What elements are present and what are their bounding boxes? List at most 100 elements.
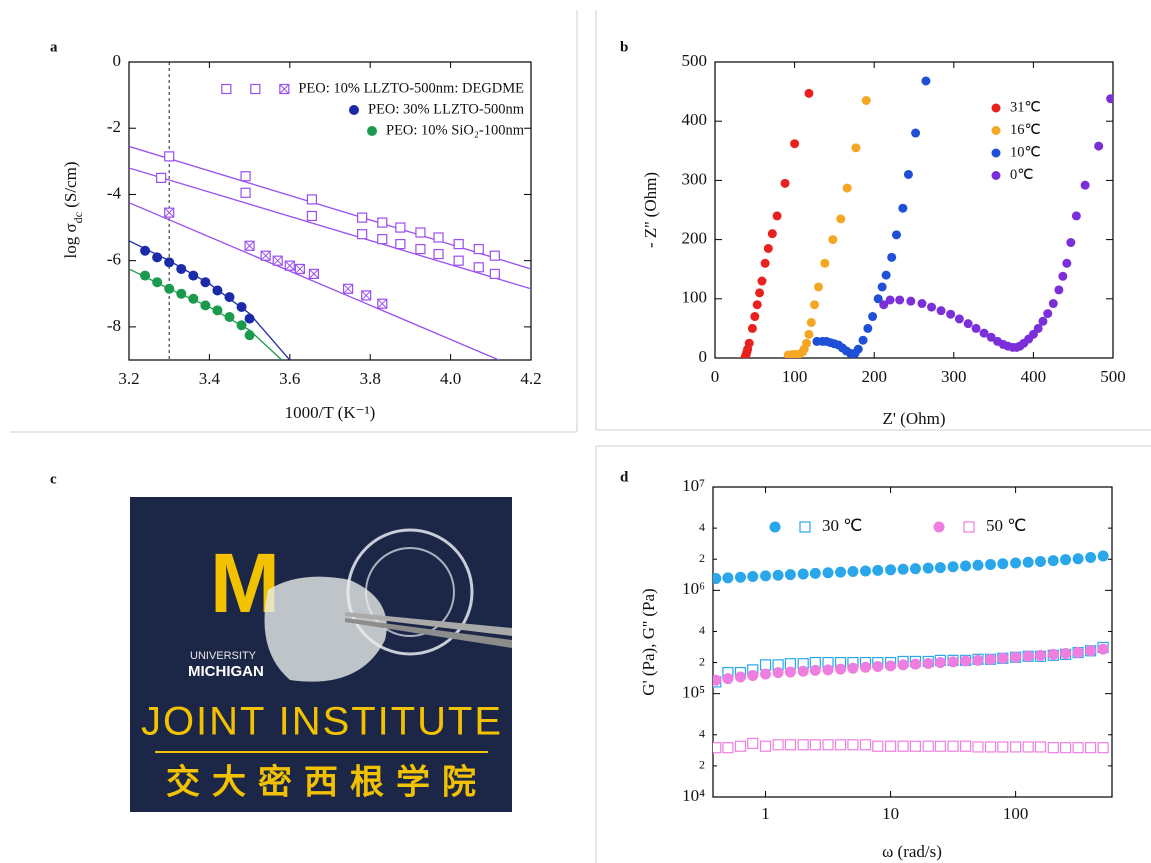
point [947,561,959,573]
point [164,283,175,294]
y-tick-label: 100 [682,288,708,307]
y-tick-label: 2 [699,551,705,565]
point [1072,553,1084,565]
point [809,739,821,751]
photo-text: MICHIGAN [188,663,264,680]
x-tick-label: 3.8 [360,369,381,388]
point [1062,258,1072,268]
point [859,739,872,751]
point [797,568,809,580]
point [897,563,909,575]
point [1034,556,1046,568]
point [947,740,959,752]
point [954,314,964,324]
point [757,276,767,286]
y-axis-label-part: log σ [61,223,80,258]
point [164,207,175,218]
point [997,652,1009,664]
point [1097,550,1109,562]
point [847,566,859,578]
panel-label: b [620,39,628,55]
point-cross [294,264,305,274]
point [1048,299,1058,309]
legend-label: 31℃ [1010,99,1041,115]
point [859,565,871,577]
point [934,740,946,752]
point [895,295,905,305]
point [872,740,884,752]
point [836,214,846,224]
x-tick-label: 400 [1021,367,1047,386]
point [1072,742,1084,754]
point [415,227,426,238]
x-tick-label: 3.4 [199,369,221,388]
point [784,569,796,581]
x-tick-label: 100 [782,367,808,386]
point [747,323,757,333]
point [453,239,464,250]
point [797,739,809,751]
point [752,300,762,310]
point-box [1034,741,1047,753]
x-tick-label: 3.2 [118,369,139,388]
point-box [984,741,997,753]
point [1060,554,1072,566]
point [244,330,255,341]
panel-borders [10,10,1151,863]
point-box [1097,742,1109,754]
point-box [963,521,975,533]
point-box [306,194,318,205]
point [813,282,823,292]
point [1058,271,1068,281]
point-box [972,741,984,753]
point [367,126,378,136]
point [834,739,847,751]
point-cross [377,298,388,309]
y-tick-label: 2 [699,758,705,772]
point [872,564,884,576]
point [279,83,290,95]
point [802,338,812,348]
point [306,210,318,222]
point-cross [272,255,283,266]
point [1022,650,1034,662]
point [872,661,884,673]
point [176,263,187,274]
point [1033,323,1043,333]
point-box [1072,742,1084,754]
point [1034,741,1047,753]
point [881,270,891,280]
point-box [772,739,784,751]
legend-label: 10℃ [1010,144,1041,160]
point-box [997,741,1009,753]
point [415,243,426,255]
point [1034,649,1046,661]
x-tick-label: 200 [861,367,887,386]
point [734,671,746,683]
point [960,560,972,572]
y-axis-label: G' (Pa), G'' (Pa) [639,588,658,695]
point [747,737,759,750]
point-box [453,255,464,266]
point-box [433,248,444,260]
point [804,329,814,339]
point [972,741,984,753]
point [842,183,852,193]
point-box [722,742,734,754]
y-tick-label: 10⁵ [682,683,705,702]
point [784,666,796,678]
point-box [1059,742,1072,754]
point-box [784,739,796,751]
point [991,103,1001,113]
point [224,292,235,303]
x-tick-label: 4.2 [520,369,541,388]
point [377,217,388,228]
point [797,665,809,677]
point [897,740,909,752]
point [713,742,722,754]
point [722,742,734,754]
point [1097,643,1109,655]
point [763,243,773,253]
legend-label: PEO: 10% SiO₂-100nm [386,122,525,138]
point [772,739,784,751]
